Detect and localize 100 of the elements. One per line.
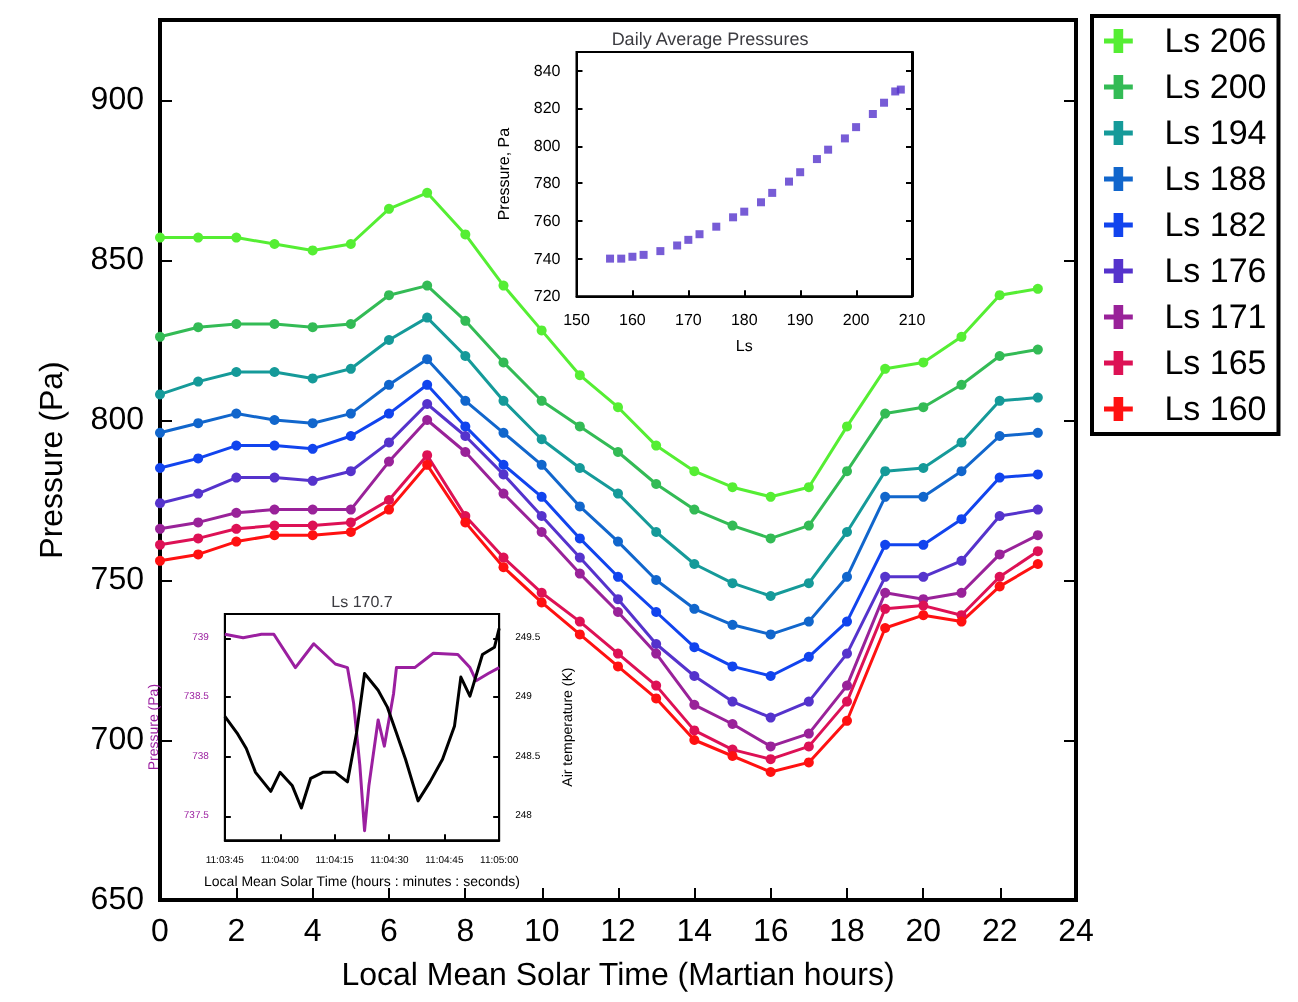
point — [712, 222, 721, 231]
x-tick-label: 150 — [563, 311, 591, 330]
point — [880, 408, 891, 419]
point — [384, 290, 394, 301]
point — [852, 123, 861, 132]
point — [727, 619, 738, 630]
point — [231, 536, 242, 547]
point — [757, 198, 766, 207]
point — [803, 728, 814, 739]
point — [803, 741, 814, 752]
point — [651, 693, 662, 704]
point — [536, 597, 547, 608]
point — [231, 472, 242, 483]
point — [384, 495, 394, 505]
point — [613, 536, 623, 547]
point — [269, 239, 280, 249]
point — [765, 671, 776, 681]
point — [574, 552, 585, 563]
x-tick-label: 160 — [619, 311, 647, 330]
point — [1032, 469, 1043, 480]
point — [155, 427, 165, 438]
point — [651, 575, 662, 585]
point — [536, 491, 547, 502]
point — [842, 571, 852, 582]
point — [422, 280, 433, 291]
point — [269, 530, 280, 541]
point — [768, 188, 777, 197]
point — [422, 459, 433, 470]
point — [155, 389, 165, 400]
point — [1032, 530, 1043, 541]
point — [994, 472, 1005, 483]
point — [880, 623, 891, 633]
y-axis-title: Pressure, Pa — [495, 126, 513, 221]
point — [536, 459, 547, 470]
y-axis-title: Pressure (Pa) — [35, 361, 70, 559]
x-axis-title: Ls — [735, 337, 753, 355]
point — [994, 511, 1005, 521]
point — [269, 319, 280, 329]
point — [574, 629, 585, 640]
point — [498, 395, 509, 406]
point — [613, 607, 623, 617]
point — [803, 520, 814, 531]
point — [765, 533, 776, 544]
point — [231, 367, 242, 377]
point — [307, 475, 318, 486]
point — [651, 648, 662, 659]
point — [803, 616, 814, 627]
point — [689, 603, 700, 614]
point — [193, 533, 204, 544]
point — [880, 603, 891, 614]
point — [384, 379, 394, 390]
point — [651, 680, 662, 691]
point — [880, 363, 891, 374]
point — [684, 235, 693, 244]
point — [994, 290, 1005, 301]
point — [740, 207, 749, 216]
legend-label: Ls 206 — [1164, 22, 1267, 60]
point — [639, 250, 648, 259]
x-tick-label: 14 — [676, 915, 713, 949]
point — [613, 594, 623, 605]
legend-label: Ls 176 — [1164, 252, 1267, 290]
point — [689, 642, 700, 653]
point — [918, 571, 929, 582]
point — [727, 661, 738, 672]
point — [613, 402, 623, 413]
point — [574, 616, 585, 627]
point — [1032, 344, 1043, 355]
point — [384, 408, 394, 419]
point — [460, 315, 471, 326]
point — [193, 488, 204, 499]
point — [765, 629, 776, 640]
point — [345, 504, 356, 515]
point — [422, 187, 433, 198]
point — [269, 472, 280, 483]
point — [193, 322, 204, 333]
point — [689, 725, 700, 736]
point — [307, 322, 318, 333]
point — [384, 203, 394, 214]
legend-label: Ls 188 — [1164, 160, 1267, 198]
point — [269, 415, 280, 425]
point — [384, 335, 394, 345]
legend-label: Ls 194 — [1164, 114, 1267, 152]
point — [803, 482, 814, 493]
x-tick-label: 2 — [227, 915, 246, 949]
point — [765, 754, 776, 765]
x-tick-label: 210 — [898, 311, 927, 330]
point — [155, 539, 165, 550]
point — [727, 696, 738, 707]
point — [918, 491, 929, 502]
x-tick-label: 4 — [303, 915, 322, 949]
point — [422, 399, 433, 409]
point — [994, 571, 1005, 582]
point — [1032, 546, 1043, 557]
x-tick-label: 8 — [456, 915, 475, 949]
y-tick-label: 840 — [533, 61, 562, 80]
point — [613, 648, 623, 659]
point — [422, 354, 433, 365]
point — [422, 312, 433, 323]
x-tick-label: 22 — [981, 915, 1018, 949]
point — [689, 466, 700, 477]
